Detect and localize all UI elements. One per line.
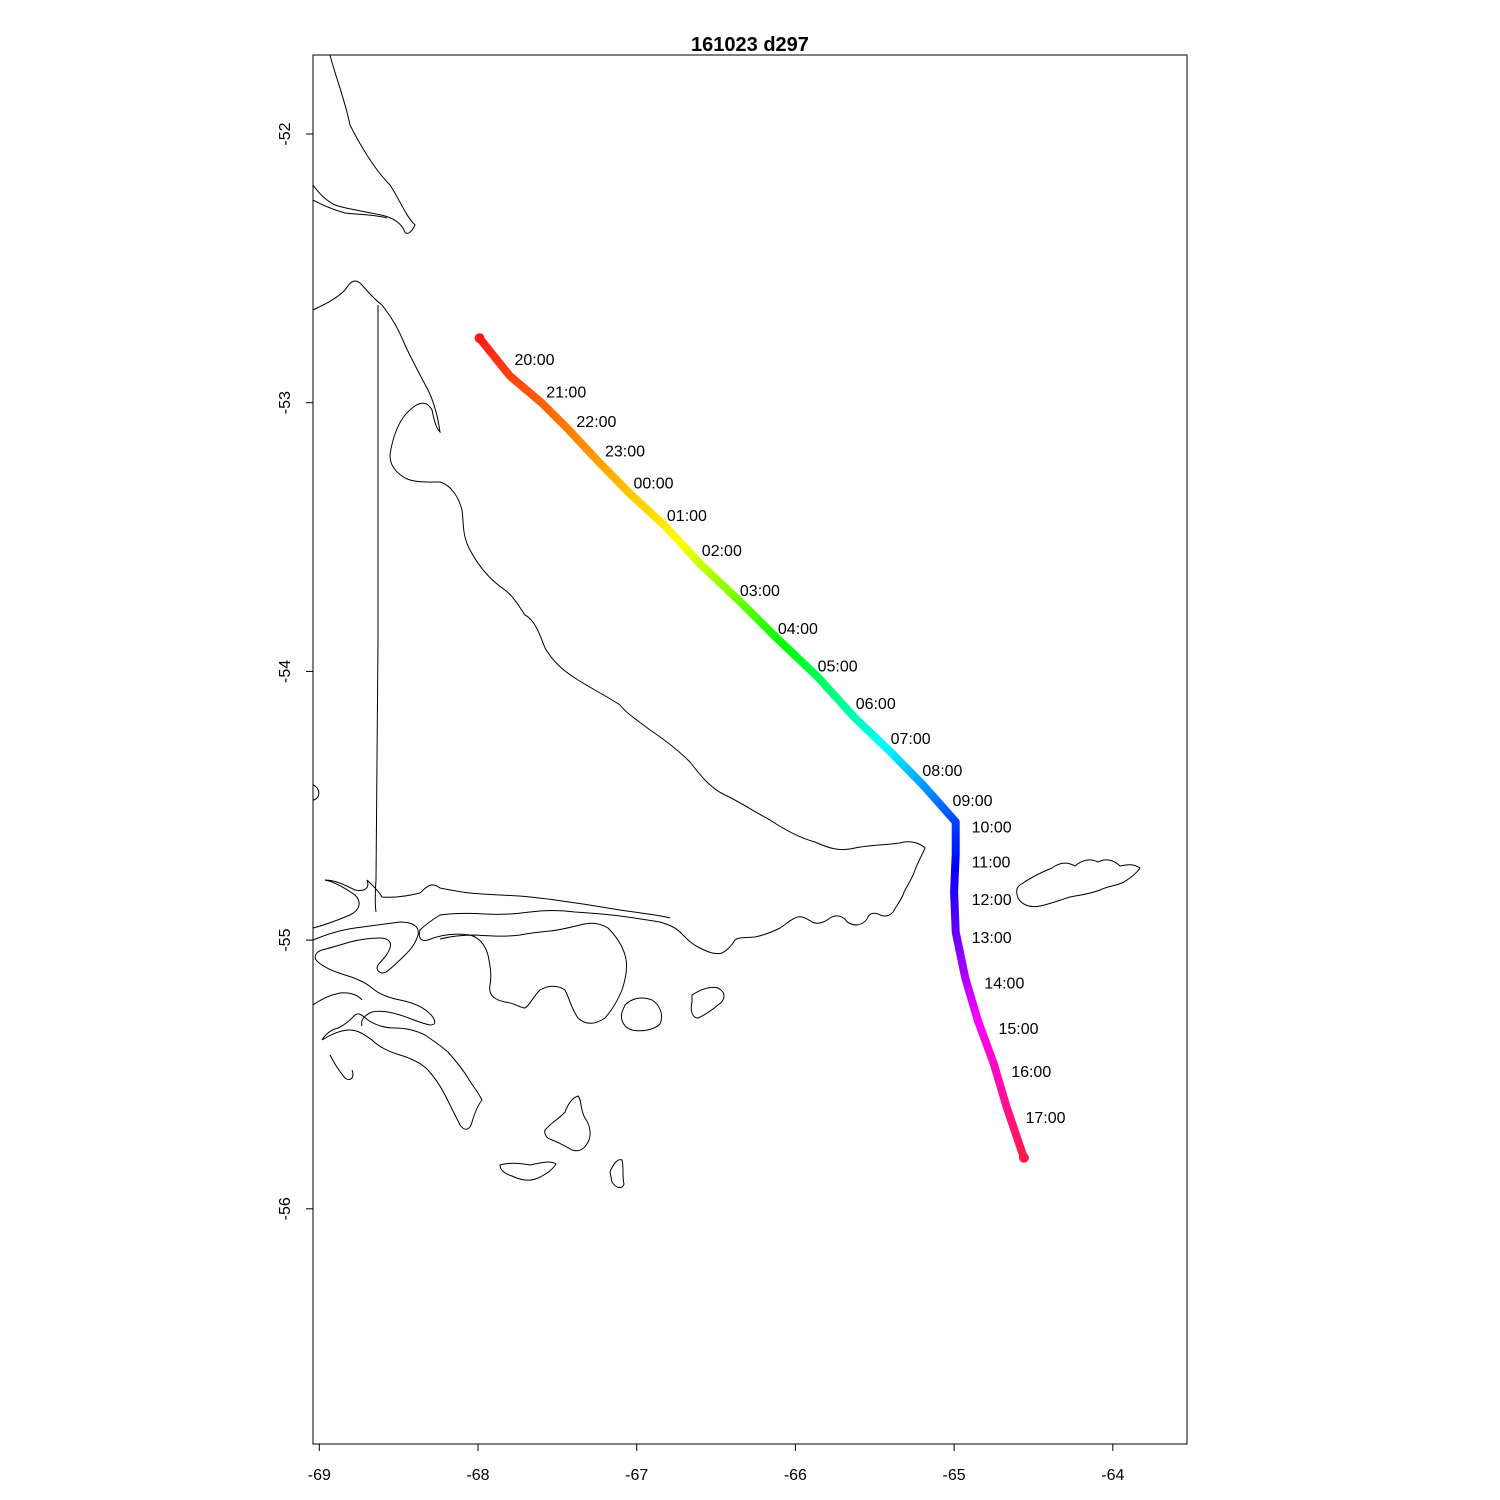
time-label: 14:00 bbox=[984, 976, 1024, 993]
coastline-strait bbox=[313, 879, 671, 929]
time-label: 03:00 bbox=[740, 583, 780, 600]
coastline-islands-west bbox=[321, 1013, 483, 1130]
flight-track bbox=[475, 334, 1028, 1162]
time-label: 13:00 bbox=[972, 930, 1012, 947]
track-start-point bbox=[474, 333, 485, 344]
coastline-peninsula-south bbox=[427, 922, 627, 1024]
island-5 bbox=[609, 1159, 625, 1189]
island-2 bbox=[690, 987, 725, 1019]
time-labels: 20:00 21:00 22:00 23:00 00:00 01:00 02:00 03:00… bbox=[515, 352, 1066, 1127]
track-end-point bbox=[1018, 1152, 1029, 1163]
x-tick-label: -67 bbox=[625, 1467, 648, 1484]
time-label: 01:00 bbox=[667, 508, 707, 525]
x-tick-label: -68 bbox=[466, 1467, 489, 1484]
time-label: 23:00 bbox=[605, 443, 645, 460]
island-east bbox=[1016, 859, 1141, 908]
time-label: 17:00 bbox=[1026, 1110, 1066, 1127]
time-label: 10:00 bbox=[972, 820, 1012, 837]
coastline-south-islands bbox=[313, 921, 436, 1027]
time-label: 09:00 bbox=[953, 793, 993, 810]
time-label: 02:00 bbox=[702, 543, 742, 560]
coastline-north-peninsula bbox=[313, 55, 416, 234]
time-label: 22:00 bbox=[576, 414, 616, 431]
time-label: 15:00 bbox=[999, 1021, 1039, 1038]
y-axis: -52 -53 -54 -55 -56 bbox=[277, 122, 314, 1220]
x-axis: -69 -68 -67 -66 -65 -64 bbox=[308, 1443, 1124, 1484]
coastline-border bbox=[374, 304, 379, 913]
y-tick-label: -52 bbox=[277, 122, 294, 145]
time-label: 06:00 bbox=[856, 696, 896, 713]
plot-frame bbox=[312, 54, 1188, 1445]
time-label: 16:00 bbox=[1011, 1064, 1051, 1081]
time-label: 21:00 bbox=[546, 384, 586, 401]
time-label: 20:00 bbox=[515, 352, 555, 369]
time-label: 05:00 bbox=[818, 658, 858, 675]
y-tick-label: -56 bbox=[277, 1197, 294, 1220]
time-label: 00:00 bbox=[634, 476, 674, 493]
plot-title: 161023 d297 bbox=[691, 34, 809, 56]
y-tick-label: -53 bbox=[277, 391, 294, 414]
y-tick-label: -55 bbox=[277, 928, 294, 951]
coastline-north-inlet bbox=[313, 199, 388, 219]
time-label: 12:00 bbox=[972, 892, 1012, 909]
x-tick-label: -65 bbox=[943, 1467, 966, 1484]
island-3 bbox=[544, 1095, 591, 1152]
coast-west-notch bbox=[313, 784, 320, 801]
x-tick-label: -66 bbox=[784, 1467, 807, 1484]
time-label: 07:00 bbox=[891, 731, 931, 748]
y-tick-label: -54 bbox=[277, 660, 294, 683]
time-label: 11:00 bbox=[972, 855, 1011, 872]
island-4 bbox=[499, 1161, 557, 1181]
coastline-mainland bbox=[313, 280, 926, 955]
x-tick-label: -69 bbox=[308, 1467, 331, 1484]
x-tick-label: -64 bbox=[1101, 1467, 1124, 1484]
time-label: 08:00 bbox=[922, 763, 962, 780]
coastlines bbox=[313, 55, 1141, 1189]
island-1 bbox=[621, 997, 663, 1032]
time-label: 04:00 bbox=[778, 621, 818, 638]
